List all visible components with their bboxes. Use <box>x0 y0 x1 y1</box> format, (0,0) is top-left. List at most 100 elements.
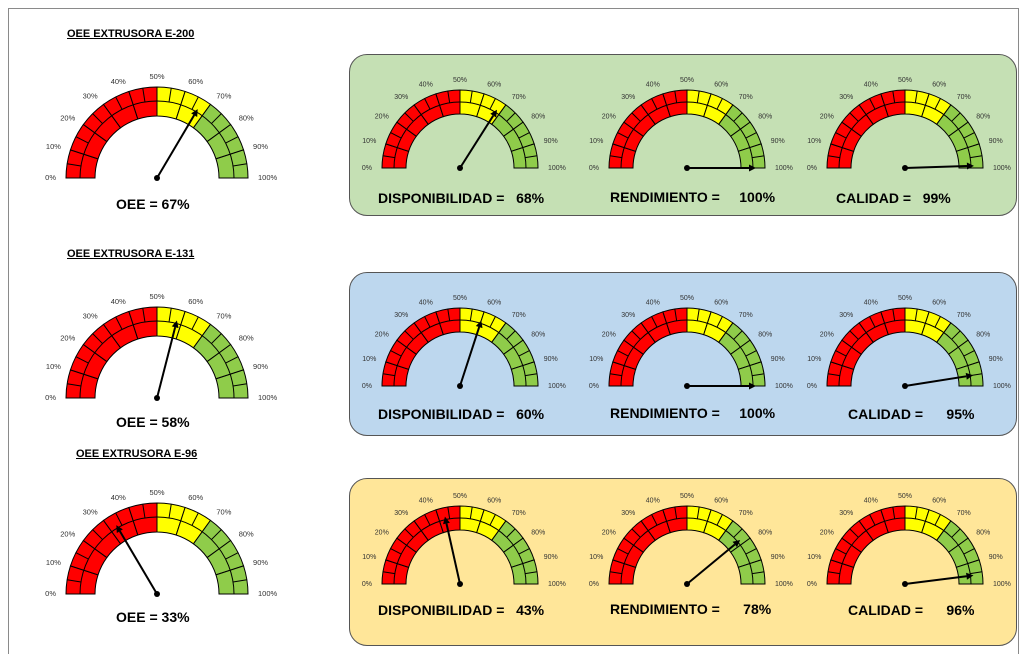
gauge-tick-label: 40% <box>646 299 660 306</box>
gauge-tick-label: 20% <box>375 331 389 338</box>
gauge-segment <box>215 565 249 595</box>
gauge-dial <box>381 89 539 169</box>
gauge-minor-divider <box>835 548 847 555</box>
gauge-rendimiento: 0% 10% 20% 30% 40% 50% 60% 70% 80% 90% 100% <box>589 77 793 172</box>
gauge-minor-divider <box>67 163 82 167</box>
gauge-dial <box>65 502 249 595</box>
gauge-minor-divider <box>168 88 172 103</box>
gauge-tick-label: 60% <box>188 297 203 306</box>
gauge-minor-divider <box>617 350 629 357</box>
gauge-dial <box>826 89 984 169</box>
gauge-tick-label: 100% <box>993 383 1011 390</box>
gauge-tick-label: 10% <box>362 138 376 145</box>
gauge-minor-divider <box>404 528 414 538</box>
gauge-tick-label: 40% <box>111 297 126 306</box>
gauge-minor-divider <box>168 308 172 323</box>
gauge-tick-label: 30% <box>394 94 408 101</box>
gauge-disponibilidad: 0% 10% 20% 30% 40% 50% 60% 70% 80% 90% 100% <box>362 493 566 588</box>
gauge-minor-divider <box>733 330 743 340</box>
gauge-needle <box>118 530 158 595</box>
gauge-tick-label: 100% <box>775 165 793 172</box>
gauge-tick-label: 10% <box>807 554 821 561</box>
gauge-tick-label: 100% <box>258 173 278 182</box>
gauge-tick-label: 90% <box>989 356 1003 363</box>
gauge-tick-label: 90% <box>253 558 268 567</box>
gauge-minor-divider <box>447 308 451 321</box>
gauge-tick-label: 70% <box>512 312 526 319</box>
gauge-minor-divider <box>191 512 199 526</box>
gauge-tick-label: 100% <box>993 165 1011 172</box>
gauge-tick-label: 100% <box>258 393 278 402</box>
gauge-inner-arc <box>79 516 235 595</box>
gauge-minor-divider <box>651 316 658 328</box>
gauge-tick-label: 40% <box>864 81 878 88</box>
calidad-label: CALIDAD = 95% <box>848 406 975 422</box>
gauge-needle-hub <box>902 581 908 587</box>
gauge-tick-label: 10% <box>589 138 603 145</box>
gauge-tick-label: 0% <box>45 173 56 182</box>
gauge-minor-divider <box>115 512 123 526</box>
gauge-minor-divider <box>914 308 918 321</box>
gauge-dial <box>826 505 984 585</box>
gauge-tick-label: 50% <box>898 295 912 302</box>
gauge-minor-divider <box>716 98 723 110</box>
gauge-minor-divider <box>849 112 859 122</box>
gauge-minor-divider <box>835 132 847 139</box>
gauge-tick-label: 100% <box>258 589 278 598</box>
gauge-tick-label: 70% <box>739 510 753 517</box>
gauge-tick-label: 60% <box>487 81 501 88</box>
gauge-minor-divider <box>752 373 765 377</box>
gauge-tick-label: 40% <box>111 493 126 502</box>
gauge-segment <box>215 369 249 399</box>
gauge-minor-divider <box>892 308 896 321</box>
gauge-minor-divider <box>963 132 975 139</box>
gauge-dial <box>608 89 766 169</box>
gauge-needle <box>686 543 736 585</box>
gauge-tick-label: 20% <box>375 529 389 536</box>
gauge-inner-arc <box>838 319 972 387</box>
gauge-tick-label: 50% <box>149 488 164 497</box>
gauge-minor-divider <box>92 333 103 344</box>
gauge-tick-label: 70% <box>216 91 231 100</box>
gauge-dial <box>381 307 539 387</box>
gauge-tick-label: 70% <box>739 94 753 101</box>
gauge-minor-divider <box>404 330 414 340</box>
gauge-tick-label: 90% <box>989 138 1003 145</box>
gauge-oee: 0% 10% 20% 30% 40% 50% 60% 70% 80% 90% 100% <box>45 72 278 182</box>
gauge-needle-head <box>171 320 179 329</box>
gauge-tick-label: 50% <box>149 292 164 301</box>
gauge-minor-divider <box>617 548 629 555</box>
gauge-tick-label: 30% <box>621 510 635 517</box>
gauge-tick-label: 0% <box>362 383 372 390</box>
gauge-needle-hub <box>457 383 463 389</box>
row-title: OEE EXTRUSORA E-131 <box>67 248 195 260</box>
gauge-minor-divider <box>696 308 700 321</box>
gauge-minor-divider <box>191 316 199 330</box>
gauge-inner-arc <box>393 101 527 169</box>
gauge-needle-head <box>732 540 741 548</box>
gauge-tick-label: 10% <box>46 558 61 567</box>
gauge-inner-arc <box>393 517 527 585</box>
gauge-dial <box>826 307 984 387</box>
gauge-minor-divider <box>951 528 961 538</box>
gauge-tick-label: 0% <box>589 165 599 172</box>
gauge-minor-divider <box>970 155 983 159</box>
gauge-tick-label: 30% <box>83 507 98 516</box>
gauge-inner-arc <box>393 319 527 387</box>
gauge-needle-head <box>749 382 756 390</box>
gauge-minor-divider <box>75 552 89 560</box>
gauge-tick-label: 90% <box>544 138 558 145</box>
gauge-minor-divider <box>674 90 678 103</box>
gauge-tick-label: 60% <box>932 81 946 88</box>
gauge-minor-divider <box>75 136 89 144</box>
gauge-tick-label: 60% <box>714 497 728 504</box>
gauge-minor-divider <box>609 373 622 377</box>
gauge-needle <box>904 375 967 387</box>
gauge-needle-head <box>490 109 497 118</box>
gauge-tick-label: 100% <box>548 581 566 588</box>
gauge-tick-label: 10% <box>589 554 603 561</box>
gauge-tick-label: 70% <box>512 94 526 101</box>
gauge-needle-hub <box>154 591 160 597</box>
gauge-inner-arc <box>838 517 972 585</box>
gauge-tick-label: 100% <box>548 383 566 390</box>
